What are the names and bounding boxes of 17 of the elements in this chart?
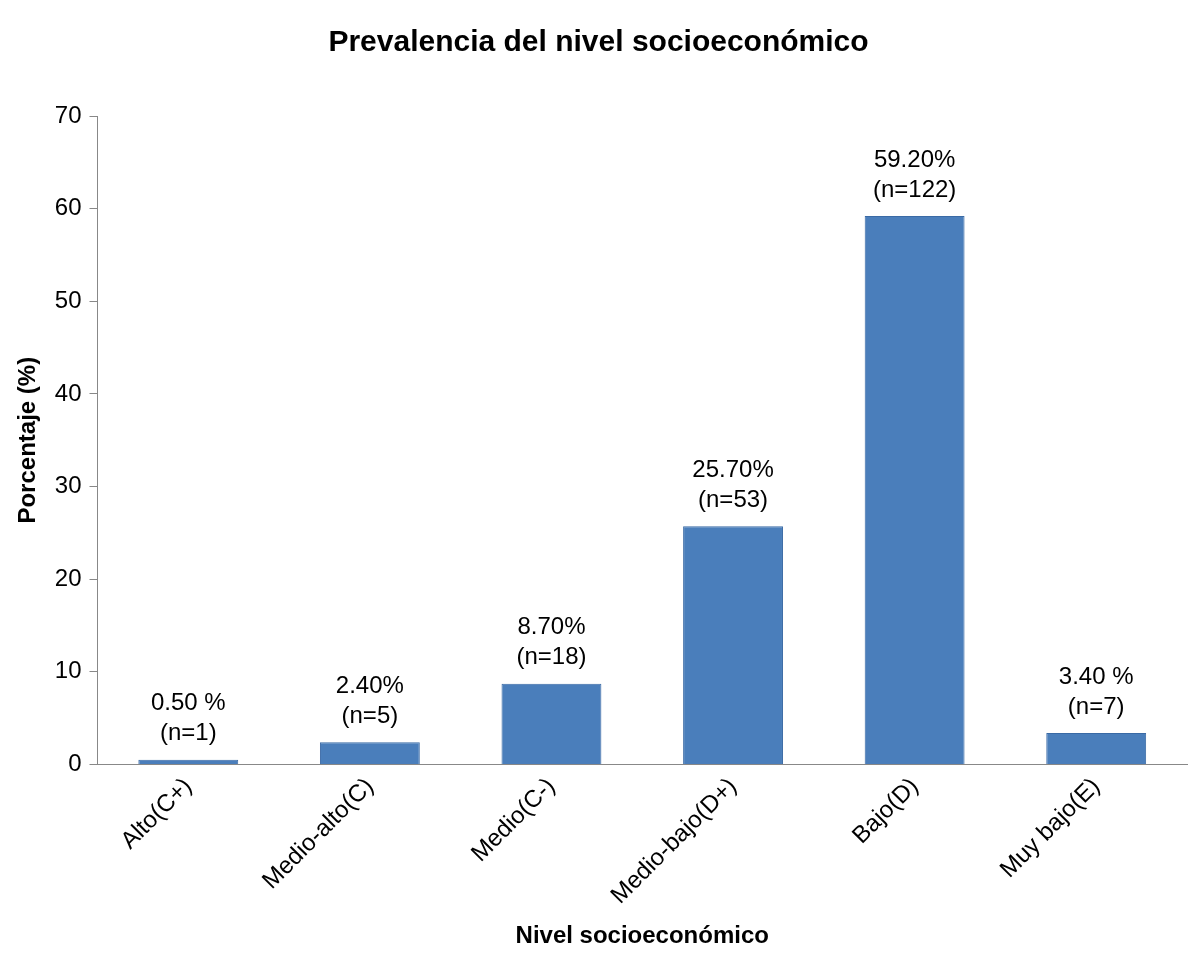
y-tick-label: 20 bbox=[54, 563, 82, 591]
x-axis-title: Nivel socioeconómico bbox=[515, 921, 769, 949]
y-tick-label: 0 bbox=[68, 749, 82, 777]
y-tick-label: 60 bbox=[54, 193, 82, 221]
chart-title: Prevalencia del nivel socioeconómico bbox=[328, 24, 869, 58]
y-tick-label: 70 bbox=[54, 100, 82, 128]
data-label: 8.70% (n=18) bbox=[516, 612, 587, 670]
data-label: 25.70% (n=53) bbox=[692, 454, 774, 512]
data-label: 59.20% (n=122) bbox=[872, 144, 957, 202]
y-axis-title: Porcentaje (%) bbox=[13, 356, 41, 524]
y-tick-label: 50 bbox=[54, 285, 82, 313]
data-label: 2.40% (n=5) bbox=[335, 670, 404, 728]
data-label: 3.40 % (n=7) bbox=[1058, 661, 1134, 719]
y-tick-label: 10 bbox=[54, 656, 82, 684]
y-tick-label: 30 bbox=[54, 471, 82, 499]
data-label: 0.50 % (n=1) bbox=[150, 688, 226, 746]
y-tick-label: 40 bbox=[54, 378, 82, 406]
